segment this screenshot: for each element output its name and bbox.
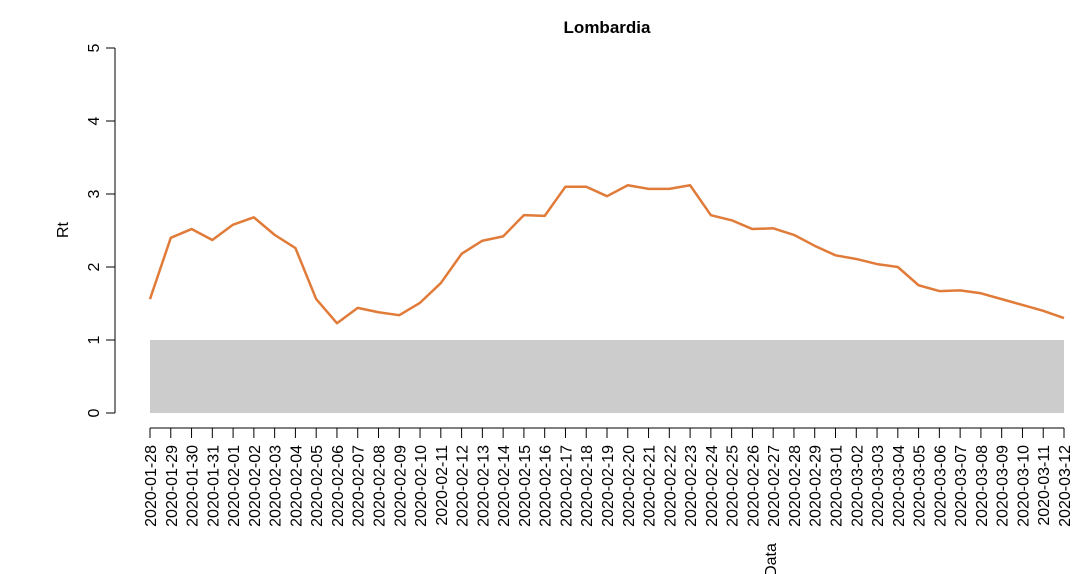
x-tick-label: 2020-02-13 bbox=[475, 445, 492, 527]
x-tick-label: 2020-02-08 bbox=[372, 445, 389, 527]
x-tick-label: 2020-03-09 bbox=[995, 445, 1012, 527]
x-tick-label: 2020-02-17 bbox=[558, 445, 575, 527]
y-tick-label: 2 bbox=[86, 262, 103, 271]
x-tick-label: 2020-03-05 bbox=[912, 445, 929, 527]
x-tick-label: 2020-02-26 bbox=[745, 445, 762, 527]
y-tick-label: 4 bbox=[86, 116, 103, 125]
line bbox=[148, 183, 1065, 325]
x-tick-label: 2020-03-01 bbox=[829, 445, 846, 527]
x-tick-label: 2020-02-15 bbox=[517, 445, 534, 527]
x-tick-label: 2020-03-02 bbox=[849, 445, 866, 527]
y-tick-label: 5 bbox=[86, 43, 103, 52]
x-tick-label: 2020-03-12 bbox=[1057, 445, 1074, 527]
x-tick-label: 2020-02-29 bbox=[808, 445, 825, 527]
x-tick-label: 2020-01-29 bbox=[164, 445, 181, 527]
reference-band bbox=[150, 340, 1064, 413]
x-tick-label: 2020-03-06 bbox=[932, 445, 949, 527]
x-tick-label: 2020-02-19 bbox=[600, 445, 617, 527]
x-tick-label: 2020-02-16 bbox=[538, 445, 555, 527]
x-tick-label: 2020-02-28 bbox=[787, 445, 804, 527]
x-tick-label: 2020-02-03 bbox=[268, 445, 285, 527]
x-tick-label: 2020-01-28 bbox=[143, 445, 160, 527]
x-axis-label: Data bbox=[763, 543, 780, 574]
x-tick-label: 2020-02-14 bbox=[496, 445, 513, 527]
x-tick-label: 2020-02-09 bbox=[392, 445, 409, 527]
x-tick-label: 2020-02-05 bbox=[309, 445, 326, 527]
x-tick-label: 2020-02-06 bbox=[330, 445, 347, 527]
x-tick-label: 2020-02-20 bbox=[621, 445, 638, 527]
x-tick-label: 2020-03-08 bbox=[974, 445, 991, 527]
x-tick-label: 2020-02-11 bbox=[434, 445, 451, 526]
x-tick-label: 2020-03-07 bbox=[953, 445, 970, 527]
x-tick-label: 2020-02-24 bbox=[704, 445, 721, 527]
x-tick-label: 2020-02-01 bbox=[226, 445, 243, 527]
x-tick-label: 2020-02-04 bbox=[288, 445, 305, 527]
x-tick-label: 2020-03-10 bbox=[1015, 445, 1032, 527]
x-tick-label: 2020-03-03 bbox=[870, 445, 887, 527]
x-tick-label: 2020-02-22 bbox=[662, 445, 679, 527]
x-tick-label: 2020-01-30 bbox=[185, 445, 202, 527]
x-tick-label: 2020-03-04 bbox=[891, 445, 908, 527]
x-tick-label: 2020-02-07 bbox=[351, 445, 368, 527]
y-tick-label: 1 bbox=[86, 335, 103, 344]
x-tick-label: 2020-02-23 bbox=[683, 445, 700, 527]
x-tick-label: 2020-02-25 bbox=[725, 445, 742, 527]
x-tick-label: 2020-02-27 bbox=[766, 445, 783, 527]
x-tick-label: 2020-02-21 bbox=[642, 445, 659, 527]
x-tick-label: 2020-03-11 bbox=[1036, 445, 1053, 526]
y-axis-label: Rt bbox=[55, 221, 72, 238]
chart-title: Lombardia bbox=[564, 18, 651, 37]
x-tick-label: 2020-01-31 bbox=[205, 445, 222, 527]
y-tick-label: 3 bbox=[86, 189, 103, 198]
y-tick-label: 0 bbox=[86, 408, 103, 417]
x-tick-label: 2020-02-18 bbox=[579, 445, 596, 527]
x-tick-label: 2020-02-12 bbox=[455, 445, 472, 527]
x-tick-label: 2020-02-10 bbox=[413, 445, 430, 527]
x-tick-label: 2020-02-02 bbox=[247, 445, 264, 527]
